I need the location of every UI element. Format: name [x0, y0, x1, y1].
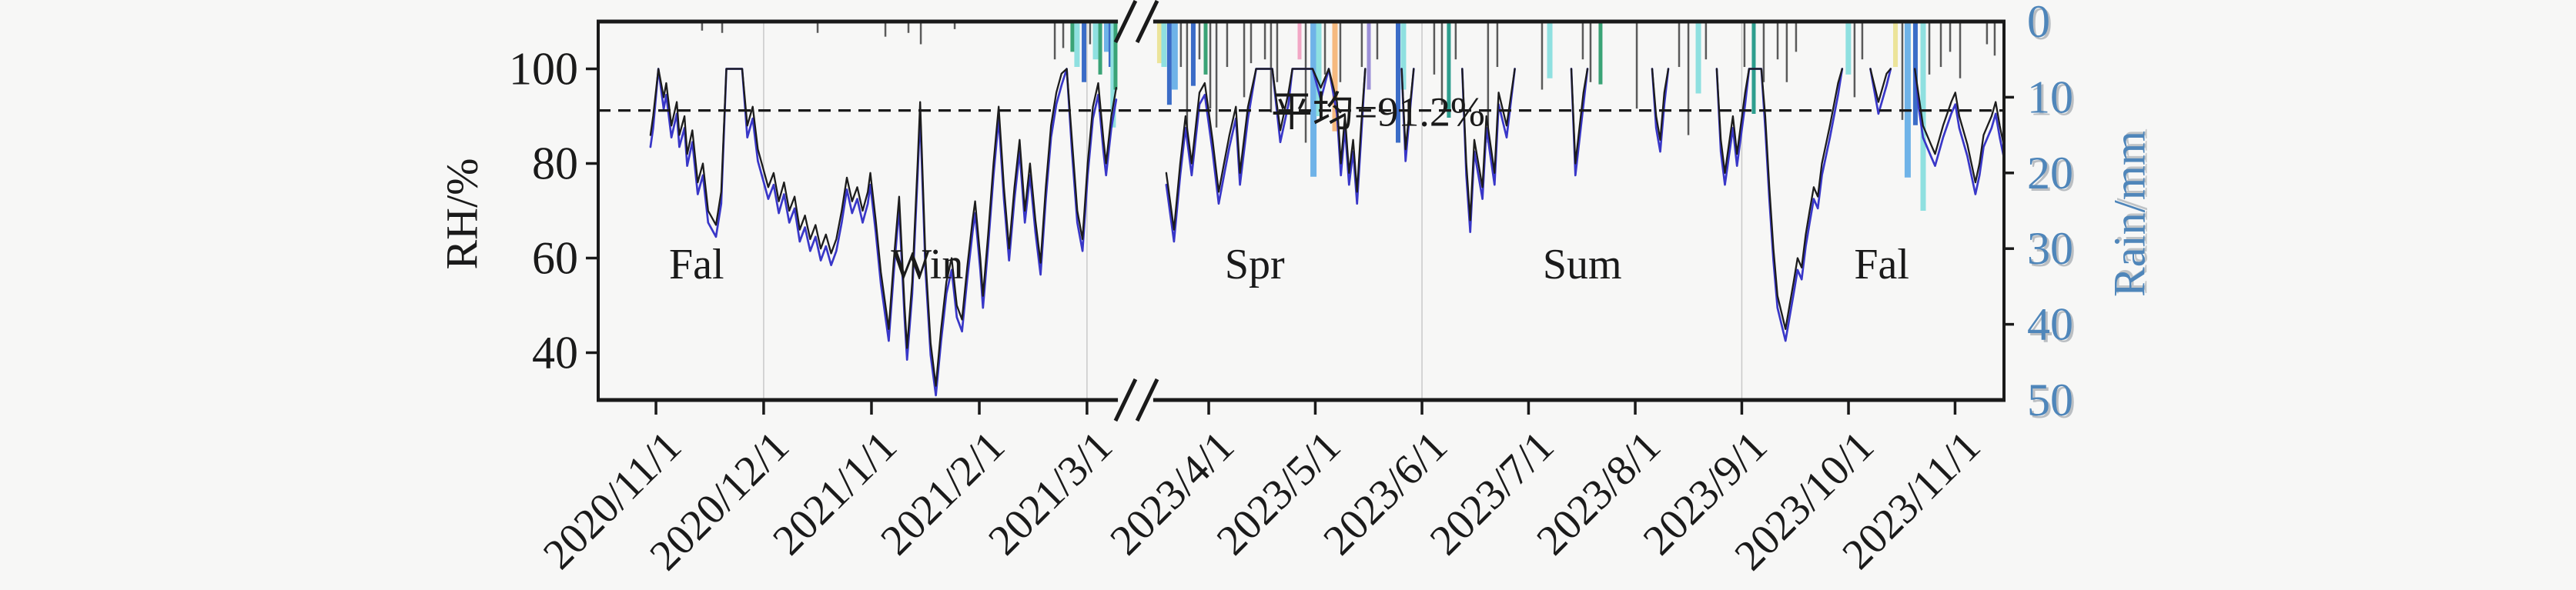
axis-break-slash: [1113, 0, 1138, 44]
rh-line-rh-measured: [1165, 68, 1367, 231]
gridlines: [763, 22, 1743, 400]
rh-line-rh-measured: [649, 68, 1118, 387]
axis-break: [1113, 0, 1159, 422]
rh-tick-label: 100: [509, 44, 578, 95]
rh-line-rh-simulated: [1869, 68, 1892, 115]
rh-line-rh-measured: [1869, 68, 1892, 103]
season-label: Fal: [669, 241, 724, 288]
series-rh-measured: [649, 68, 2005, 387]
spines: [597, 19, 2006, 402]
season-label: Spr: [1225, 241, 1285, 288]
rh-line-rh-simulated: [1715, 68, 1844, 342]
rh-line-rh-measured: [1570, 68, 1589, 165]
rh-line-rh-simulated: [649, 68, 1118, 397]
axis-break-gap: [1118, 18, 1153, 25]
rh-tick-label: 60: [532, 233, 578, 284]
rh-line-rh-measured: [1651, 68, 1670, 141]
axis-break-gap: [1118, 396, 1153, 404]
rh-line-rh-measured: [1461, 68, 1516, 222]
rh-line-rh-measured: [1715, 68, 1843, 330]
rain-tick-label: 30: [2027, 223, 2073, 274]
rh-tick-label: 80: [532, 138, 578, 189]
season-label: Sum: [1543, 241, 1622, 288]
rain-tick-label: 40: [2027, 299, 2073, 350]
axis-break-slash: [1135, 378, 1159, 422]
rain-tick-label: 20: [2027, 148, 2073, 198]
season-label: Win: [891, 241, 963, 288]
ticks: [586, 67, 2014, 415]
rain-tick-label: 50: [2027, 375, 2073, 425]
rain-axis-title: Rain/mm: [2105, 131, 2155, 297]
rh-line-rh-simulated: [1913, 68, 2005, 195]
axis-break-slash: [1113, 378, 1138, 422]
mean-value-label: 平均=91.2%: [1271, 89, 1485, 135]
rh-line-rh-measured: [1400, 68, 1415, 151]
rh-tick-label: 40: [532, 328, 578, 378]
rh-axis-title: RH/%: [437, 158, 487, 270]
rh-line-rh-measured: [1914, 68, 2005, 184]
axis-break-slash: [1135, 0, 1159, 44]
rain-tick-label: 0: [2027, 0, 2050, 47]
rain-tick-label: 10: [2027, 72, 2073, 122]
season-label: Fal: [1854, 241, 1909, 288]
